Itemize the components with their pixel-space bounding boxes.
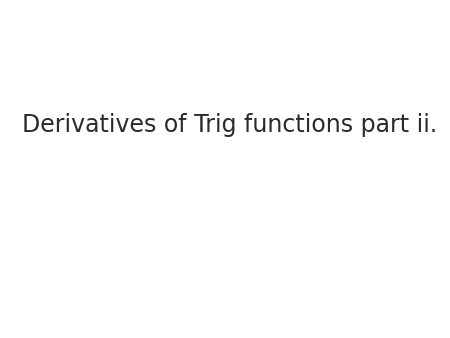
Text: Derivatives of Trig functions part ii.: Derivatives of Trig functions part ii. bbox=[22, 113, 438, 137]
